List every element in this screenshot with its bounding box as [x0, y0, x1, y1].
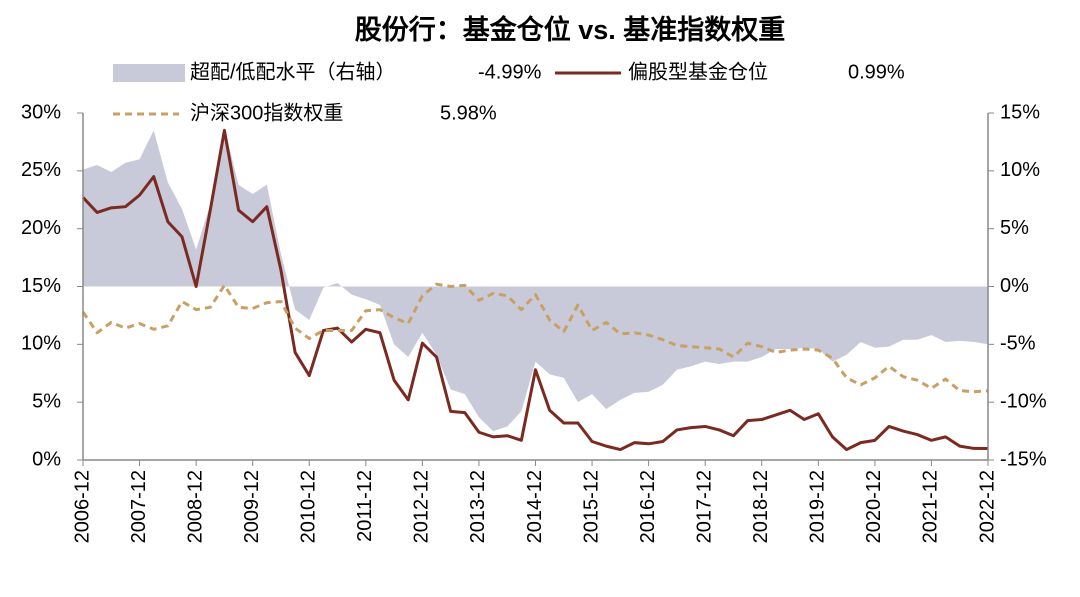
legend-label: 超配/低配水平（右轴）: [190, 60, 396, 83]
y-tick-label: 5%: [32, 390, 61, 412]
legend-value: -4.99%: [478, 61, 542, 83]
x-tick-label: 2009-12: [241, 470, 263, 543]
x-tick-label: 2022-12: [976, 470, 998, 543]
y2-tick-label: 0%: [1000, 275, 1029, 297]
y2-tick-label: 10%: [1000, 159, 1040, 181]
legend-label: 偏股型基金仓位: [628, 60, 768, 83]
line: [81, 128, 989, 452]
x-tick-label: 2017-12: [693, 470, 715, 543]
legend-value: 0.99%: [848, 61, 905, 83]
y-tick-label: 25%: [21, 159, 61, 181]
legend-swatch: [113, 64, 185, 82]
x-tick-label: 2014-12: [524, 470, 546, 543]
x-tick-label: 2012-12: [411, 470, 433, 543]
y-tick-label: 10%: [21, 333, 61, 355]
x-tick-label: 2018-12: [750, 470, 772, 543]
x-tick-label: 2008-12: [184, 470, 206, 543]
y-tick-label: 15%: [21, 275, 61, 297]
y-tick-label: 0%: [32, 448, 61, 470]
area: [83, 128, 988, 432]
legend-label: 沪深300指数权重: [190, 101, 343, 124]
y-tick-label: 30%: [21, 101, 61, 123]
x-tick-label: 2021-12: [920, 470, 942, 543]
y-tick-label: 20%: [21, 217, 61, 239]
y2-tick-label: 15%: [1000, 101, 1040, 123]
y2-tick-label: -10%: [1000, 390, 1047, 412]
chart-title: 股份行：基金仓位 vs. 基准指数权重: [355, 14, 786, 45]
x-tick-label: 2010-12: [298, 470, 320, 543]
x-tick-label: 2019-12: [807, 470, 829, 543]
legend-value: 5.98%: [440, 102, 497, 124]
x-tick-label: 2007-12: [128, 470, 150, 543]
x-tick-label: 2015-12: [580, 470, 602, 543]
x-tick-label: 2020-12: [863, 470, 885, 543]
x-tick-label: 2006-12: [71, 470, 93, 543]
y2-tick-label: 5%: [1000, 217, 1029, 239]
y2-tick-label: -15%: [1000, 448, 1047, 470]
x-tick-label: 2016-12: [637, 470, 659, 543]
y2-tick-label: -5%: [1000, 333, 1036, 355]
line: [81, 282, 989, 394]
x-tick-label: 2011-12: [354, 470, 376, 542]
x-tick-label: 2013-12: [467, 470, 489, 543]
